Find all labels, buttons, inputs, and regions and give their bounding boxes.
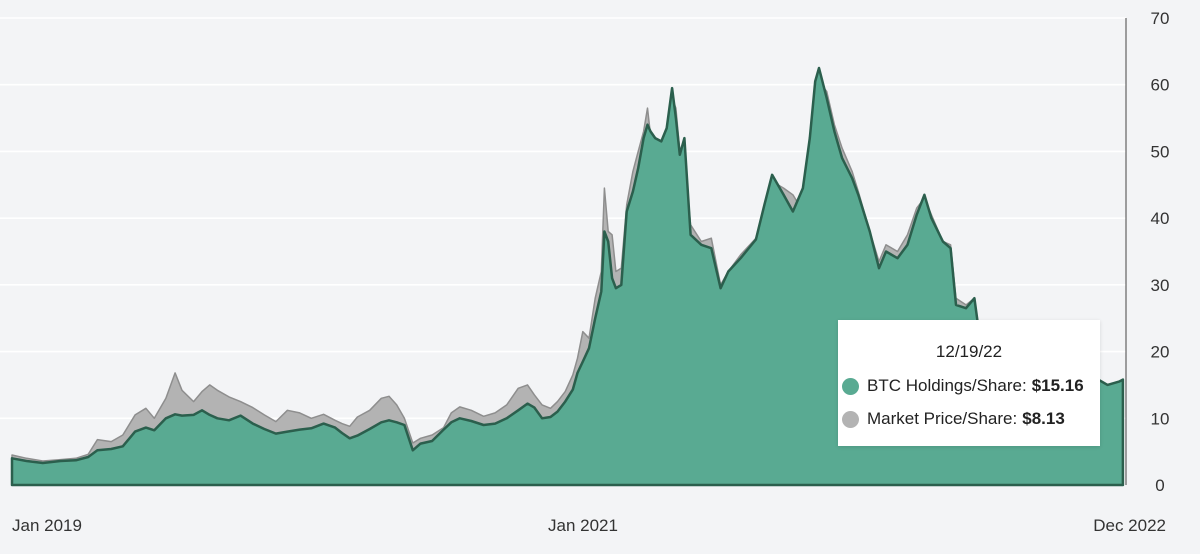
x-tick-label: Jan 2019 bbox=[12, 516, 82, 535]
x-tick-label: Dec 2022 bbox=[1093, 516, 1166, 535]
y-tick-label: 60 bbox=[1151, 76, 1170, 95]
tooltip-row-btc: BTC Holdings/Share: $15.16 bbox=[842, 375, 1100, 397]
tooltip-market-label: Market Price/Share: bbox=[867, 409, 1018, 428]
tooltip-btc-label: BTC Holdings/Share: bbox=[867, 376, 1027, 395]
btc-legend-dot-icon bbox=[842, 377, 859, 395]
tooltip-row-market: Market Price/Share: $8.13 bbox=[842, 408, 1100, 430]
y-tick-label: 40 bbox=[1151, 209, 1170, 228]
tooltip-btc-value: $15.16 bbox=[1031, 376, 1084, 395]
y-tick-label: 0 bbox=[1155, 476, 1164, 495]
tooltip-market-value: $8.13 bbox=[1022, 409, 1065, 428]
x-tick-label: Jan 2021 bbox=[548, 516, 618, 535]
y-tick-label: 70 bbox=[1151, 9, 1170, 28]
tooltip-date: 12/19/22 bbox=[935, 342, 1003, 361]
chart-tooltip: 12/19/22 BTC Holdings/Share: $15.16 Mark… bbox=[838, 320, 1100, 446]
y-tick-label: 10 bbox=[1151, 409, 1170, 428]
market-legend-dot-icon bbox=[842, 410, 859, 428]
y-tick-label: 50 bbox=[1151, 142, 1170, 161]
y-tick-label: 30 bbox=[1151, 276, 1170, 295]
y-tick-label: 20 bbox=[1151, 343, 1170, 362]
